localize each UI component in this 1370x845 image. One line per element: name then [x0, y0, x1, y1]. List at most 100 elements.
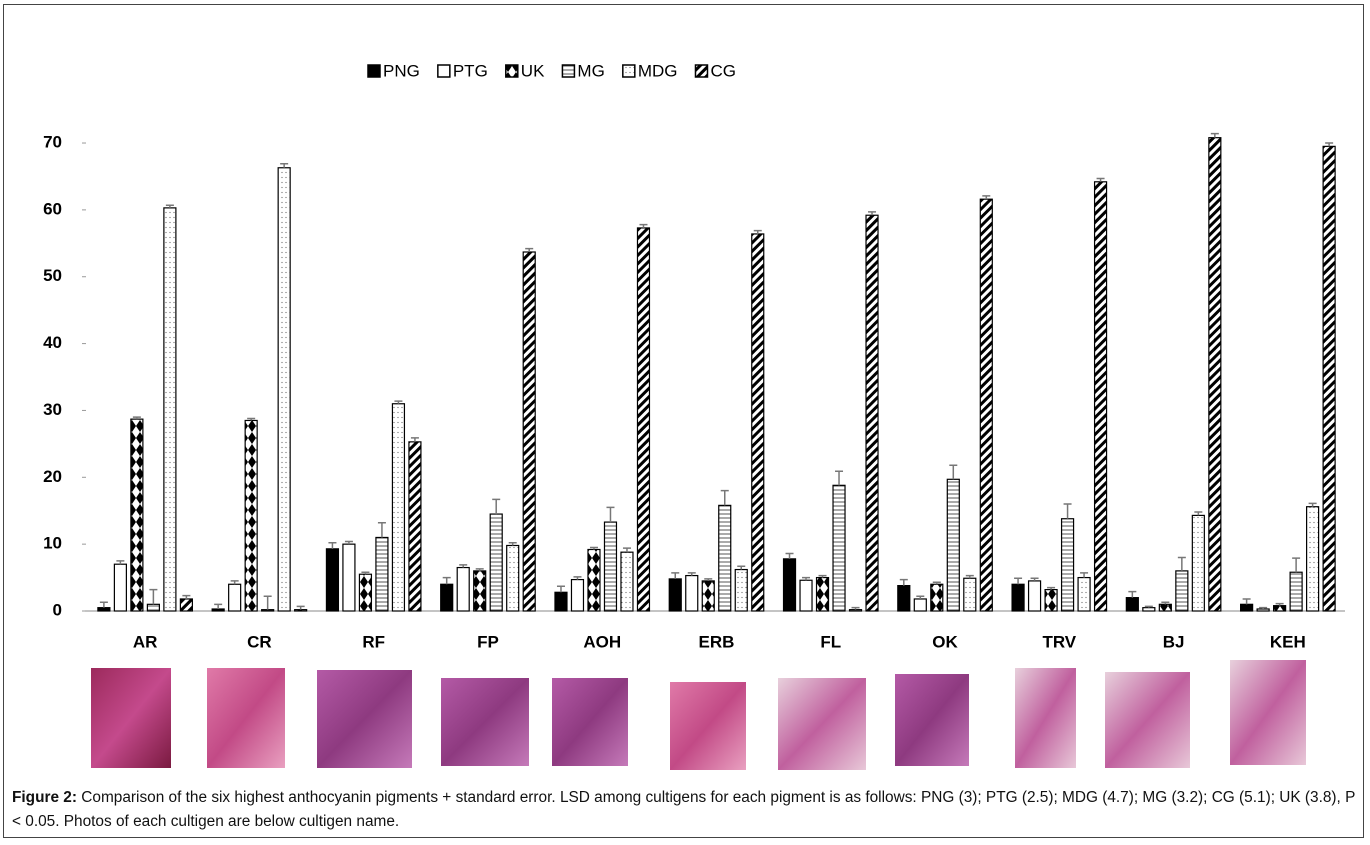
bar	[1045, 590, 1057, 611]
legend-swatch	[695, 65, 707, 77]
bar	[98, 608, 110, 611]
bar	[409, 442, 421, 611]
photo	[670, 682, 746, 770]
bar	[212, 609, 224, 611]
y-tick-label: 30	[43, 400, 62, 419]
legend-label: PNG	[383, 61, 420, 80]
bar	[1176, 571, 1188, 611]
bar	[441, 584, 453, 611]
photo	[895, 674, 969, 766]
bar	[850, 610, 862, 611]
error-bar	[214, 604, 222, 609]
error-bar	[835, 471, 843, 485]
y-tick-label: 0	[53, 600, 62, 619]
error-bar	[378, 523, 386, 538]
bar	[964, 578, 976, 611]
x-tick-label: AR	[133, 632, 158, 651]
error-bar	[264, 596, 272, 609]
error-bar	[786, 554, 794, 559]
bar	[523, 252, 535, 611]
bar	[392, 404, 404, 611]
x-tick-label: KEH	[1270, 632, 1306, 651]
error-bar	[1128, 592, 1136, 598]
legend-label: UK	[521, 61, 545, 80]
bar	[114, 564, 126, 611]
y-tick-label: 40	[43, 333, 62, 352]
bar	[490, 514, 502, 611]
error-bar	[492, 499, 500, 514]
error-bar	[671, 573, 679, 579]
bar	[180, 599, 192, 611]
error-bar	[1292, 558, 1300, 572]
y-tick-label: 60	[43, 199, 62, 218]
x-tick-label: CR	[247, 632, 272, 651]
y-tick-label: 20	[43, 467, 62, 486]
bar	[719, 505, 731, 611]
legend-label: MDG	[638, 61, 678, 80]
bar	[376, 537, 388, 611]
bar	[1029, 581, 1041, 611]
bar	[866, 215, 878, 611]
error-bar	[443, 578, 451, 585]
legend-swatch	[562, 65, 574, 77]
caption-text: Comparison of the six highest anthocyani…	[12, 789, 1355, 830]
bar	[1143, 608, 1155, 611]
bar	[457, 568, 469, 611]
error-bar	[557, 586, 565, 592]
bar	[245, 420, 257, 611]
bar	[1062, 519, 1074, 611]
photos	[91, 660, 1306, 770]
photo	[552, 678, 628, 766]
error-bar	[606, 507, 614, 522]
bar	[474, 571, 486, 611]
x-tick-label: FL	[820, 632, 841, 651]
x-tick-label: TRV	[1042, 632, 1076, 651]
bar	[1307, 507, 1319, 611]
bar	[588, 549, 600, 611]
bar	[295, 610, 307, 611]
photo	[778, 678, 866, 770]
legend-label: MG	[577, 61, 604, 80]
bar	[931, 584, 943, 611]
bar	[1078, 578, 1090, 611]
bar	[278, 168, 290, 611]
error-bar	[1080, 573, 1088, 578]
photo	[91, 668, 171, 768]
bar	[1209, 138, 1221, 611]
bar	[637, 228, 649, 611]
photo	[441, 678, 529, 766]
error-bar	[149, 590, 157, 605]
x-tick-label: RF	[362, 632, 385, 651]
legend-label: CG	[710, 61, 736, 80]
bar	[1192, 515, 1204, 611]
bar	[555, 592, 567, 611]
bar	[735, 570, 747, 611]
error-bar	[1211, 134, 1219, 138]
y-tick-label: 70	[43, 133, 62, 152]
x-tick-label: OK	[932, 632, 958, 651]
legend-swatch	[623, 65, 635, 77]
error-bar	[1178, 558, 1186, 571]
bar	[833, 485, 845, 611]
error-bar	[721, 491, 729, 506]
error-bar	[411, 438, 419, 442]
bar	[571, 580, 583, 611]
x-tick-label: FP	[477, 632, 499, 651]
error-bar	[1064, 504, 1072, 519]
bar	[1159, 604, 1171, 611]
photo	[1015, 668, 1076, 768]
bar	[1095, 182, 1107, 611]
error-bar	[1243, 599, 1251, 604]
error-bar	[328, 543, 336, 549]
photo	[1230, 660, 1306, 765]
legend-swatch	[506, 65, 518, 77]
x-tick-label: BJ	[1163, 632, 1185, 651]
bar	[343, 544, 355, 611]
error-bar	[900, 580, 908, 586]
bar	[947, 479, 959, 611]
bar	[1241, 604, 1253, 611]
error-bar	[280, 164, 288, 168]
x-tick-label: AOH	[583, 632, 621, 651]
bar	[914, 599, 926, 611]
bar	[359, 574, 371, 611]
